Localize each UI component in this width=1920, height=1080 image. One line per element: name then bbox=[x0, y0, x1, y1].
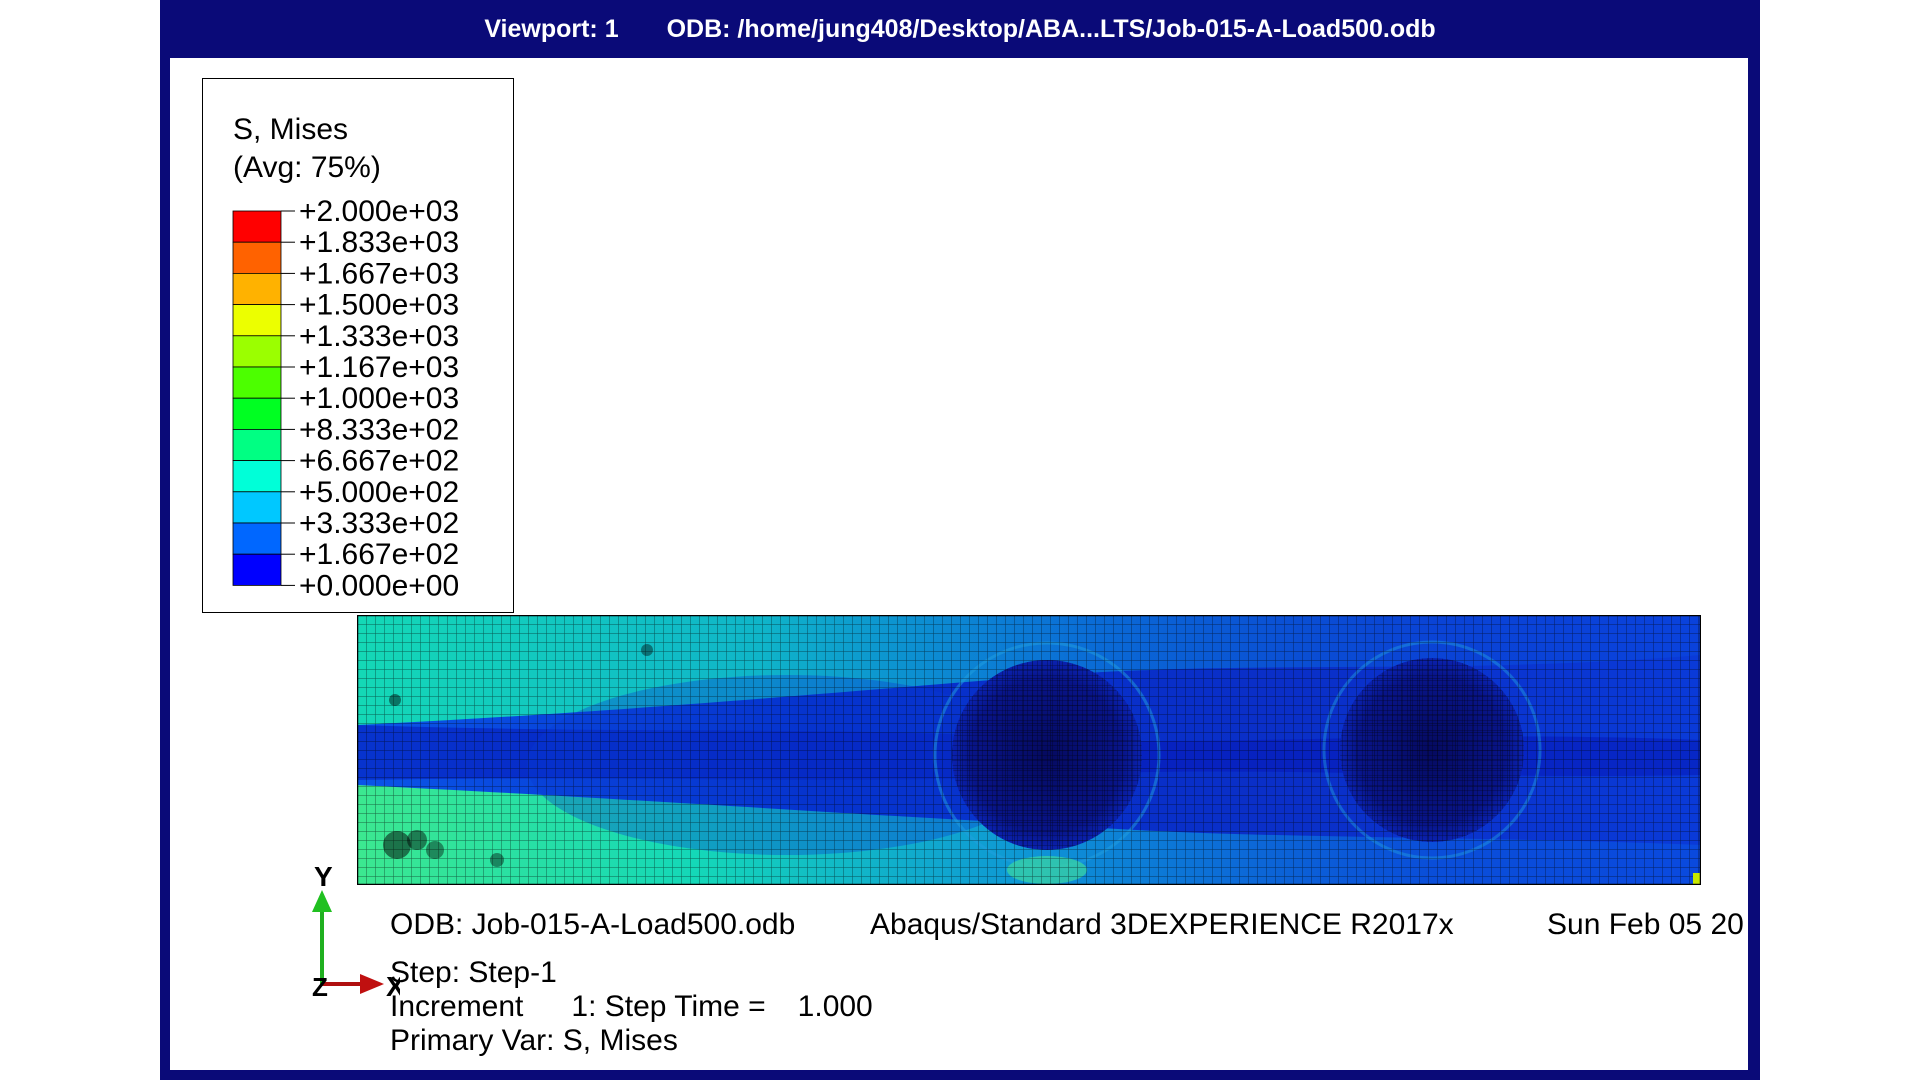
info-odb: ODB: Job-015-A-Load500.odb bbox=[390, 908, 796, 941]
legend-label: +6.667e+02 bbox=[299, 445, 459, 478]
legend-label: +1.000e+03 bbox=[299, 382, 459, 415]
viewport-window[interactable]: Viewport: 1 ODB: /home/jung408/Desktop/A… bbox=[160, 0, 1760, 1080]
info-solver: Abaqus/Standard 3DEXPERIENCE R2017x bbox=[870, 908, 1454, 941]
increment-label: Increment bbox=[390, 990, 524, 1023]
info-primary-var: Primary Var: S, Mises bbox=[390, 1024, 678, 1057]
legend-label: +1.333e+03 bbox=[299, 320, 459, 353]
odb-path: ODB: /home/jung408/Desktop/ABA...LTS/Job… bbox=[666, 14, 1436, 43]
y-axis-label: Y bbox=[314, 866, 333, 892]
legend-label: +1.833e+03 bbox=[299, 226, 459, 259]
info-date: Sun Feb 05 20 bbox=[1547, 908, 1744, 941]
legend-label: +1.667e+03 bbox=[299, 257, 459, 290]
legend-label: +1.667e+02 bbox=[299, 538, 459, 571]
legend-band bbox=[232, 241, 282, 274]
legend-label: +0.000e+00 bbox=[299, 569, 459, 602]
legend-label: +8.333e+02 bbox=[299, 413, 459, 446]
legend-band bbox=[232, 428, 282, 461]
legend-band bbox=[232, 553, 282, 586]
legend-band bbox=[232, 460, 282, 493]
legend-band bbox=[232, 210, 282, 243]
legend-title: S, Mises bbox=[233, 113, 349, 146]
increment-value: 1: Step Time = bbox=[571, 990, 766, 1023]
legend-label: +1.500e+03 bbox=[299, 289, 459, 322]
legend-label: +3.333e+02 bbox=[299, 507, 459, 540]
info-step: Step: Step-1 bbox=[390, 956, 557, 989]
legend-color-scale: +2.000e+03+1.833e+03+1.667e+03+1.500e+03… bbox=[232, 195, 459, 602]
legend-band bbox=[232, 272, 282, 305]
legend-label: +5.000e+02 bbox=[299, 476, 459, 509]
viewport-canvas[interactable]: S, Mises (Avg: 75%) +2.000e+03 +1.833e+03… bbox=[170, 58, 1748, 1070]
legend-label: +1.167e+03 bbox=[299, 351, 459, 384]
axis-triad: Y X Z bbox=[312, 866, 400, 996]
legend-band bbox=[232, 491, 282, 524]
legend-band bbox=[232, 522, 282, 555]
viewport-title-bar: Viewport: 1 ODB: /home/jung408/Desktop/A… bbox=[160, 0, 1760, 58]
step-time-value: 1.000 bbox=[797, 990, 873, 1023]
legend-band bbox=[232, 366, 282, 399]
legend-band bbox=[232, 335, 282, 368]
fe-model-contour-plot[interactable] bbox=[357, 615, 1701, 885]
z-axis-label: Z bbox=[312, 972, 328, 996]
legend-band bbox=[232, 397, 282, 430]
x-axis-label: X bbox=[386, 971, 400, 996]
viewport-label: Viewport: 1 bbox=[484, 14, 619, 43]
y-axis-arrow bbox=[312, 890, 332, 912]
legend-subtitle: (Avg: 75%) bbox=[233, 151, 381, 184]
contour-legend: S, Mises (Avg: 75%) +2.000e+03 +1.833e+03… bbox=[202, 78, 514, 613]
x-axis-arrow bbox=[360, 974, 384, 994]
legend-label: +2.000e+03 bbox=[299, 195, 459, 228]
legend-band bbox=[232, 304, 282, 337]
info-increment: Increment 1: Step Time = 1.000 bbox=[390, 990, 873, 1024]
